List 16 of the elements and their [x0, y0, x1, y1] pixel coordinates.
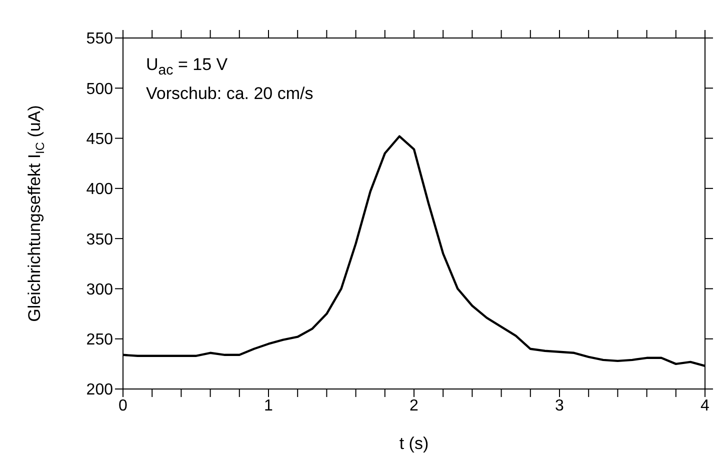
y-tick-label: 550 [86, 30, 114, 48]
x-tick-label: 0 [118, 397, 128, 414]
annotation: U$_{ac}$ = 15 V [146, 54, 229, 80]
x-tick-label: 2 [410, 397, 419, 414]
x-tick-label: 4 [700, 397, 710, 414]
y-tick-label: 400 [86, 181, 114, 198]
y-tick-label: 200 [86, 382, 114, 399]
x-tick-label: 1 [264, 397, 274, 414]
y-tick-label: 250 [86, 332, 114, 349]
y-tick-label: 500 [86, 80, 114, 98]
x-tick-label: 3 [555, 397, 564, 414]
y-tick-label: 300 [86, 281, 114, 298]
annotation: Vorschub: ca. 20 cm/s [146, 83, 314, 106]
y-tick-label: 450 [86, 130, 114, 148]
y-tick-label: 350 [86, 231, 114, 248]
x-axis-title: t (s) [399, 434, 429, 453]
